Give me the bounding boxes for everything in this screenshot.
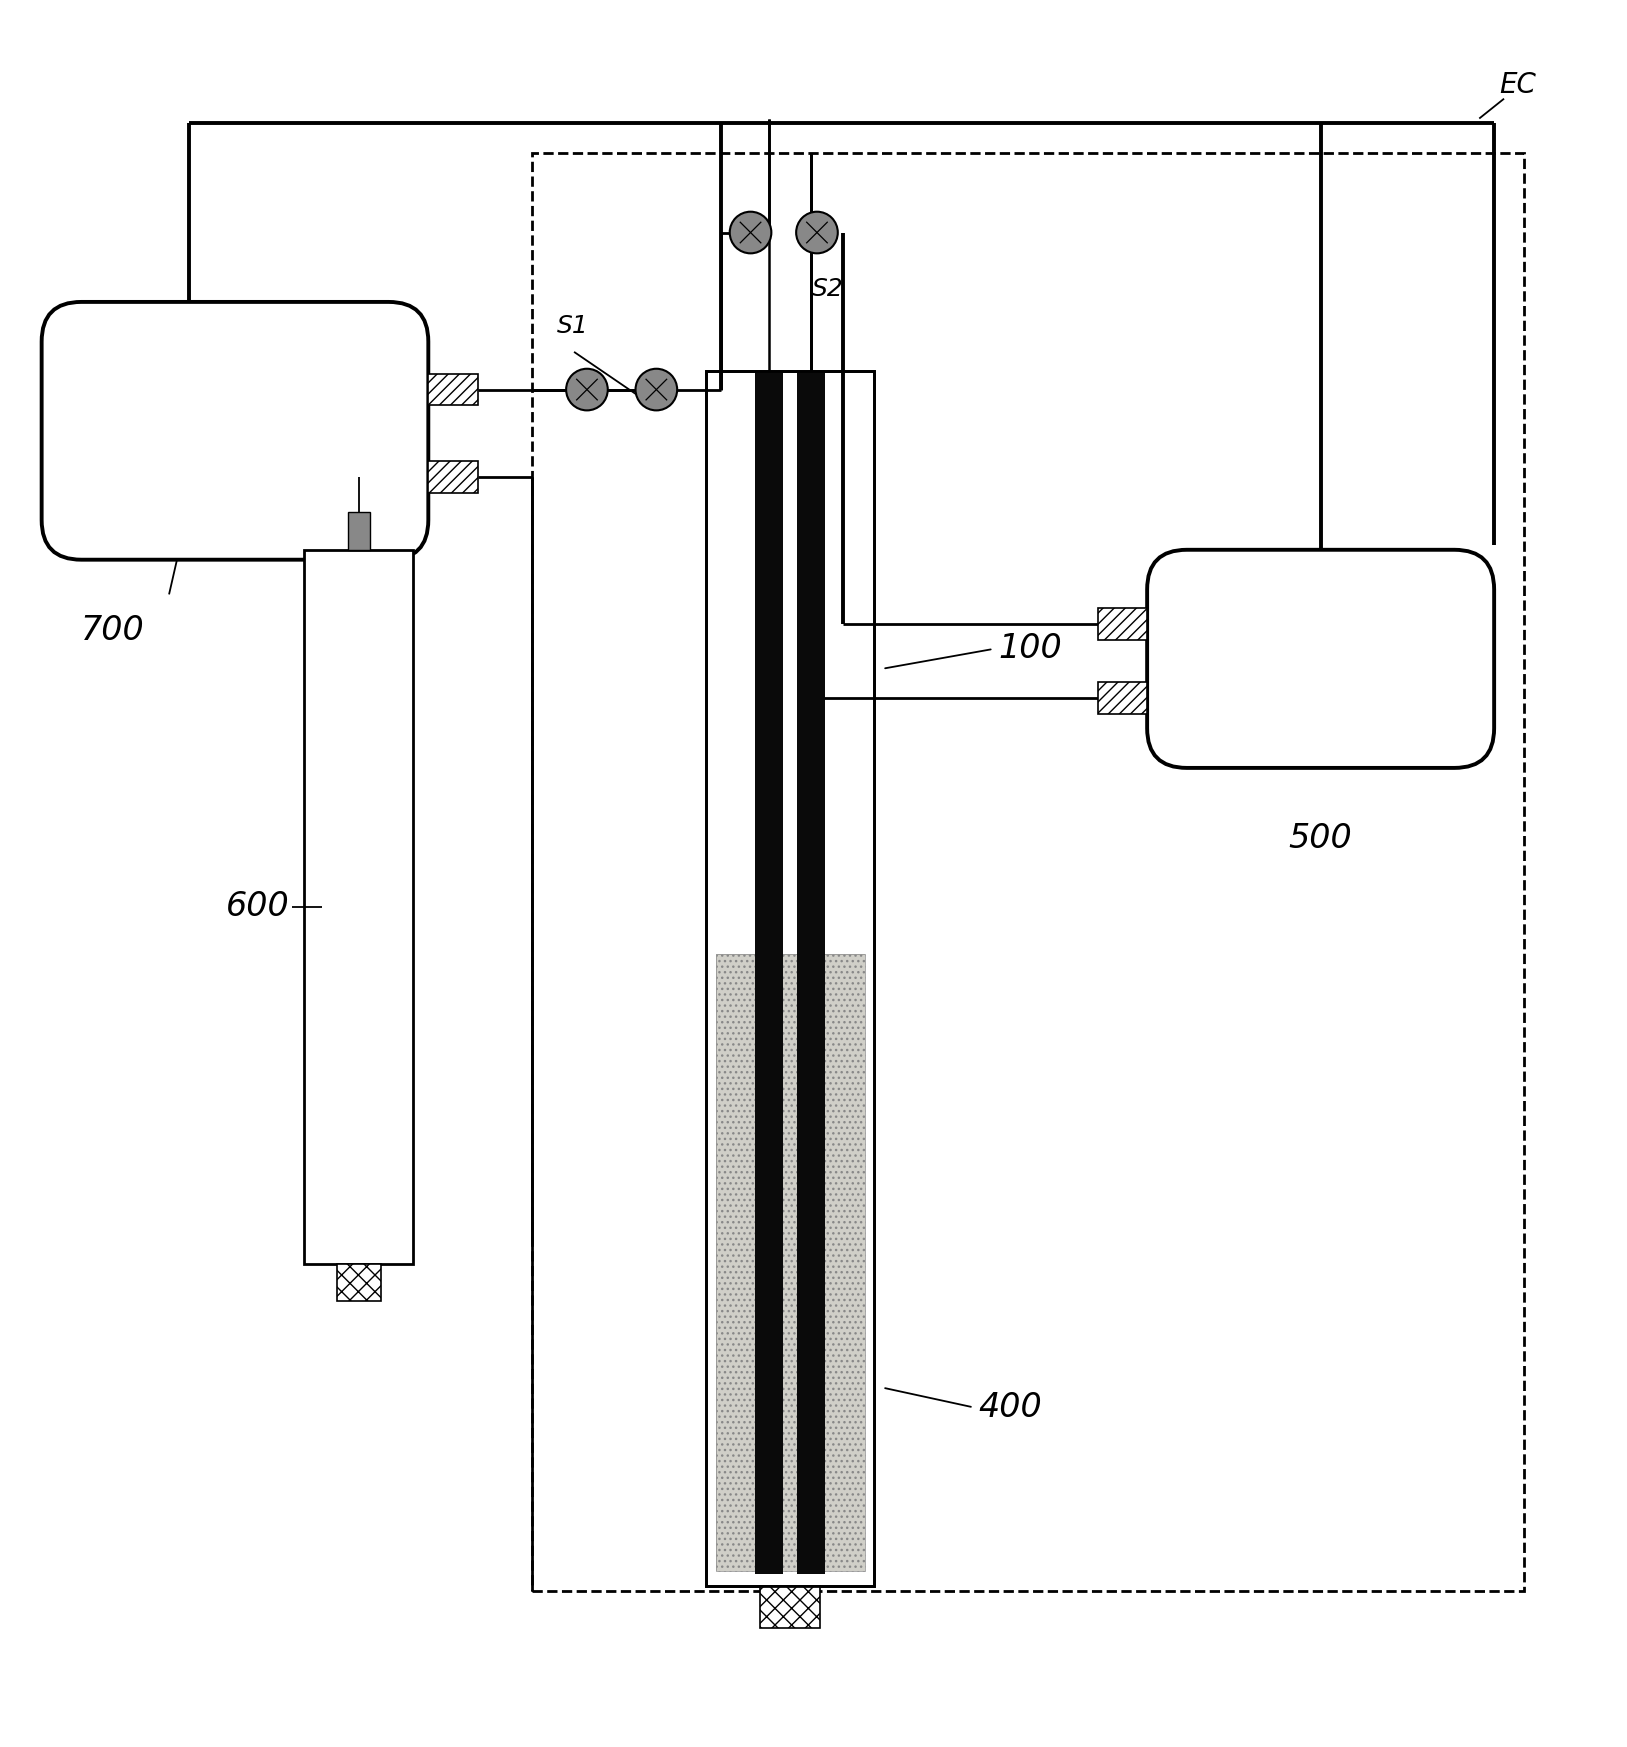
Text: 400: 400 (978, 1391, 1043, 1424)
Text: 600: 600 (226, 891, 290, 922)
Text: 100: 100 (999, 632, 1062, 666)
Text: S1: S1 (556, 314, 589, 337)
Bar (428, 374, 478, 405)
Circle shape (636, 369, 677, 411)
Bar (532, 154, 1524, 1592)
Bar (1098, 683, 1147, 715)
Circle shape (731, 211, 771, 253)
Bar (760, 1586, 820, 1628)
Circle shape (566, 369, 608, 411)
Bar (706, 372, 874, 1586)
Text: EC: EC (1498, 70, 1536, 98)
Bar (716, 954, 864, 1571)
FancyBboxPatch shape (1147, 550, 1494, 769)
Circle shape (796, 211, 838, 253)
Bar (1098, 608, 1147, 639)
Bar (716, 381, 864, 954)
Text: S2: S2 (812, 278, 844, 300)
FancyBboxPatch shape (42, 302, 428, 559)
Bar (797, 372, 825, 1574)
Bar (348, 512, 369, 550)
Bar (337, 1263, 381, 1302)
Bar (755, 372, 783, 1574)
Text: 700: 700 (81, 615, 145, 646)
Bar (428, 461, 478, 493)
Text: 500: 500 (1289, 823, 1352, 856)
Bar (716, 954, 864, 1571)
Bar (304, 550, 413, 1263)
Bar (706, 372, 874, 1586)
